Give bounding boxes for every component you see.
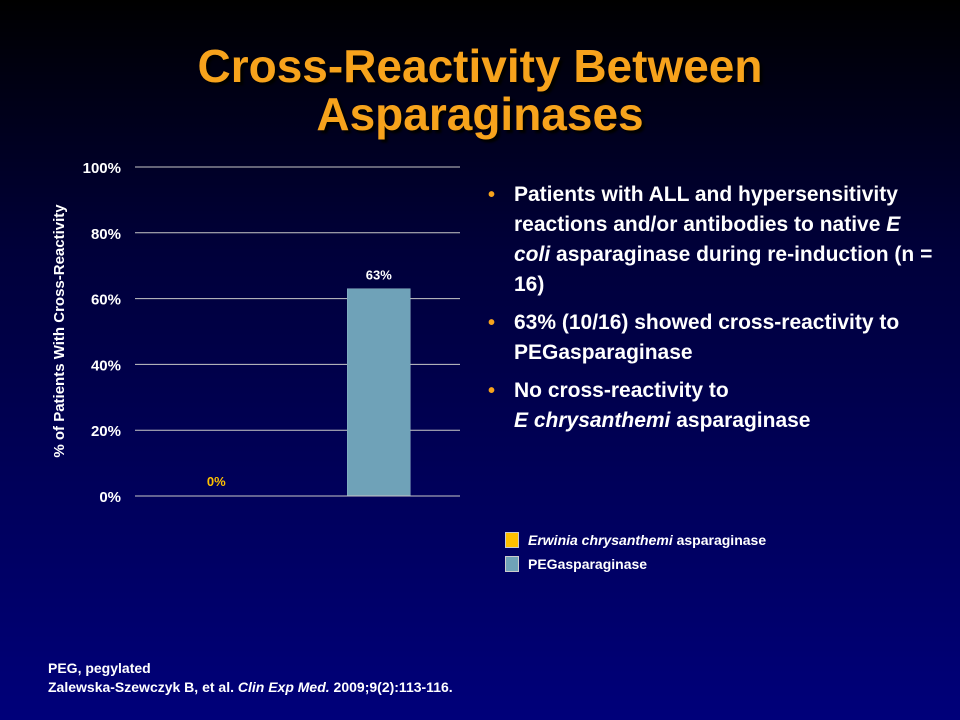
- legend-item-erwinia: Erwinia chrysanthemi asparaginase: [505, 528, 766, 552]
- legend-item-peg: PEGasparaginase: [505, 552, 766, 576]
- chart-legend: Erwinia chrysanthemi asparaginase PEGasp…: [505, 528, 766, 576]
- y-tick-label: 0%: [99, 489, 121, 506]
- y-tick-label: 60%: [91, 292, 121, 309]
- y-tick-label: 100%: [83, 160, 121, 177]
- data-labels: 0% 63%: [207, 268, 392, 489]
- bar-chart: 0% 20% 40% 60% 80% 100% 0% 63% % of Patients W…: [51, 160, 460, 506]
- bullet-3-italic: E chrysanthemi: [514, 409, 671, 432]
- bars: [347, 288, 411, 497]
- footnote-abbreviation: PEG, pegylated: [48, 660, 151, 676]
- citation-authors: Zalewska-Szewczyk B, et al.: [48, 679, 238, 695]
- bullet-item: 63% (10/16) showed cross-reactivity to P…: [488, 308, 938, 368]
- y-axis-tick-labels: 0% 20% 40% 60% 80% 100%: [83, 160, 121, 506]
- data-label: 0%: [207, 474, 226, 489]
- citation-details: 2009;9(2):113-116.: [329, 679, 453, 695]
- bar: [347, 288, 411, 497]
- y-axis-label: % of Patients With Cross-Reactivity: [51, 204, 68, 458]
- citation-journal: Clin Exp Med.: [237, 679, 330, 695]
- slide-title: Cross-Reactivity Between Asparaginases: [0, 42, 960, 138]
- bullet-2-text: 63% (10/16) showed cross-reactivity to P…: [514, 311, 900, 364]
- legend-label-erwinia-italic: Erwinia chrysanthemi: [528, 532, 673, 548]
- bullet-item: Patients with ALL and hypersensitivity r…: [488, 180, 938, 300]
- bullet-3-text-end: asparaginase: [670, 409, 811, 432]
- title-line-1: Cross-Reactivity Between: [197, 40, 763, 92]
- bullet-3-text: No cross-reactivity to: [514, 379, 729, 402]
- bullet-1-text-end: asparaginase during re-induction (n = 16…: [514, 243, 933, 296]
- legend-label-peg: PEGasparaginase: [528, 556, 648, 572]
- legend-swatch-erwinia: [505, 532, 519, 548]
- bullet-1-text: Patients with ALL and hypersensitivity r…: [514, 183, 898, 236]
- y-tick-label: 40%: [91, 357, 121, 374]
- legend-label-erwinia-rest: asparaginase: [672, 532, 767, 548]
- y-tick-label: 80%: [91, 226, 121, 243]
- data-label: 63%: [366, 268, 392, 283]
- title-line-2: Asparaginases: [316, 88, 644, 140]
- legend-label-erwinia: Erwinia chrysanthemi asparaginase: [528, 532, 766, 548]
- bullet-1-italic: E coli: [514, 213, 901, 266]
- legend-swatch-peg: [505, 556, 519, 572]
- footnote-citation: Zalewska-Szewczyk B, et al. Clin Exp Med…: [48, 678, 453, 697]
- bullet-item: No cross-reactivity to E chrysanthemi asp…: [488, 376, 938, 436]
- bullet-list: Patients with ALL and hypersensitivity r…: [488, 180, 938, 444]
- footnote: PEG, pegylated Zalewska-Szewczyk B, et a…: [48, 659, 453, 697]
- grid-lines: [135, 166, 460, 431]
- y-tick-label: 20%: [91, 423, 121, 440]
